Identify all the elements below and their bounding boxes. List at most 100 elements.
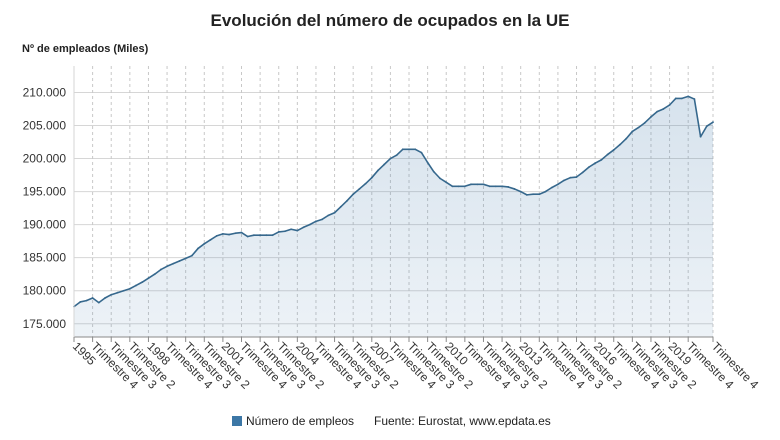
- data-point: [240, 231, 243, 234]
- data-point: [625, 137, 628, 140]
- data-point: [178, 260, 181, 262]
- y-tick-label: 180.000: [23, 284, 67, 298]
- data-point: [439, 177, 441, 180]
- data-point: [352, 193, 355, 196]
- data-point: [166, 265, 168, 268]
- data-point: [600, 158, 603, 161]
- data-point: [91, 297, 94, 299]
- y-axis-label: Nº de empleados (Miles): [22, 43, 149, 55]
- data-point: [190, 254, 193, 257]
- data-point: [346, 199, 348, 202]
- data-point: [637, 126, 640, 129]
- data-point: [575, 176, 578, 178]
- chart-title: Evolución del número de ocupados en la U…: [211, 11, 570, 30]
- y-tick-label: 175.000: [23, 317, 67, 331]
- y-tick-labels: 175.000 180.000 185.000 190.000 195.000 200.0…: [23, 85, 67, 330]
- data-point: [650, 116, 652, 118]
- data-point: [197, 247, 199, 250]
- data-point: [656, 110, 659, 113]
- data-point: [104, 297, 106, 299]
- data-point: [494, 185, 497, 188]
- line-layer: [73, 95, 714, 308]
- data-point: [408, 148, 410, 151]
- data-point: [563, 179, 566, 182]
- y-tick-label: 200.000: [23, 152, 67, 166]
- data-point: [259, 234, 262, 237]
- legend[interactable]: Número de empleos: [232, 414, 354, 428]
- data-point: [451, 185, 454, 188]
- data-point: [550, 186, 553, 189]
- y-tick-label: 210.000: [23, 85, 67, 99]
- data-point: [519, 190, 522, 193]
- x-axis: [73, 66, 714, 342]
- data-point: [327, 214, 330, 217]
- data-point: [79, 301, 82, 303]
- data-point: [420, 151, 423, 154]
- data-point: [277, 231, 280, 233]
- data-point: [333, 211, 336, 214]
- data-point: [525, 193, 528, 196]
- data-point: [370, 176, 373, 179]
- data-point: [85, 299, 88, 302]
- data-points: [73, 95, 714, 308]
- data-point: [284, 230, 286, 233]
- data-point: [159, 268, 162, 271]
- data-point: [141, 281, 144, 284]
- data-point: [321, 218, 324, 221]
- data-point: [662, 108, 665, 110]
- data-point: [401, 148, 404, 151]
- data-point: [128, 287, 131, 290]
- data-point: [296, 229, 299, 232]
- data-point: [308, 223, 311, 226]
- data-point: [215, 234, 218, 237]
- data-point: [482, 183, 485, 186]
- data-point: [221, 232, 224, 235]
- data-point: [606, 153, 609, 156]
- data-point: [377, 169, 379, 172]
- data-point: [234, 232, 237, 235]
- data-point: [290, 228, 293, 231]
- data-point: [339, 205, 342, 208]
- source-note: Fuente: Eurostat, www.epdata.es: [374, 414, 551, 428]
- data-point: [228, 233, 231, 236]
- data-point: [110, 293, 113, 296]
- data-point: [513, 188, 516, 190]
- data-point: [271, 234, 274, 237]
- data-point: [445, 181, 448, 184]
- data-point: [712, 121, 714, 124]
- data-point: [364, 182, 367, 185]
- data-point: [687, 95, 690, 98]
- y-tick-label: 185.000: [23, 251, 67, 265]
- data-point: [172, 262, 175, 265]
- data-point: [432, 170, 435, 173]
- data-point: [426, 161, 429, 164]
- data-point: [501, 185, 503, 188]
- data-point: [463, 185, 466, 188]
- data-point: [383, 163, 386, 166]
- series-area: [74, 96, 713, 338]
- data-point: [612, 149, 615, 151]
- data-point: [705, 125, 708, 128]
- data-point: [594, 162, 597, 165]
- data-point: [488, 185, 491, 188]
- data-point: [184, 257, 187, 260]
- data-point: [147, 277, 150, 280]
- legend-marker: [232, 416, 242, 426]
- area-layer: [74, 96, 713, 338]
- data-point: [246, 235, 249, 238]
- y-tick-label: 205.000: [23, 118, 67, 132]
- data-point: [135, 284, 137, 287]
- data-point: [674, 97, 677, 100]
- data-point: [253, 234, 255, 237]
- data-point: [619, 143, 621, 146]
- y-tick-label: 195.000: [23, 185, 67, 199]
- data-point: [699, 135, 702, 138]
- data-point: [302, 226, 305, 229]
- data-point: [544, 190, 547, 193]
- data-point: [209, 238, 212, 241]
- data-point: [643, 121, 646, 124]
- data-point: [557, 183, 559, 186]
- data-point: [507, 186, 510, 188]
